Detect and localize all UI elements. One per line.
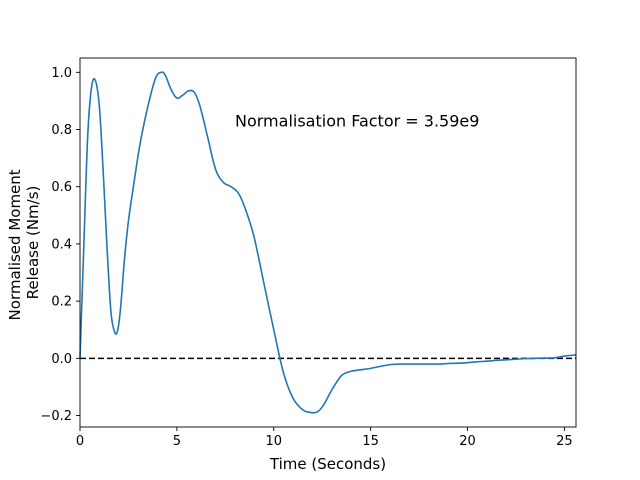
- x-tick-label: 10: [265, 434, 282, 449]
- plot-frame: [79, 57, 577, 428]
- y-tick-label: 0.0: [51, 352, 72, 367]
- y-tick-label: 0.8: [51, 123, 72, 138]
- y-tick-label: 0.6: [51, 180, 72, 195]
- y-tick-label: 1.0: [51, 66, 72, 81]
- y-axis-label-line-1: Normalised Moment: [6, 169, 24, 320]
- x-tick-label: 0: [76, 434, 84, 449]
- x-axis-label: Time (Seconds): [269, 455, 386, 473]
- y-axis-label: Normalised Moment Release (Nm/s): [6, 165, 42, 321]
- annotation-text: Normalisation Factor = 3.59e9: [235, 112, 479, 131]
- y-tick-label: 0.2: [51, 295, 72, 310]
- series-line: [79, 71, 577, 414]
- ticks-layer: 0 5 10 15 20 25 −0.2 0.0 0.2 0.4 0.6 0.8 1.0: [40, 66, 572, 449]
- y-axis-label-line-2: Release (Nm/s): [24, 186, 42, 300]
- x-tick-label: 15: [362, 434, 379, 449]
- y-tick-label: 0.4: [51, 237, 72, 252]
- y-tick-label: −0.2: [40, 409, 72, 424]
- x-tick-label: 25: [556, 434, 573, 449]
- x-tick-label: 20: [459, 434, 476, 449]
- x-tick-label: 5: [173, 434, 181, 449]
